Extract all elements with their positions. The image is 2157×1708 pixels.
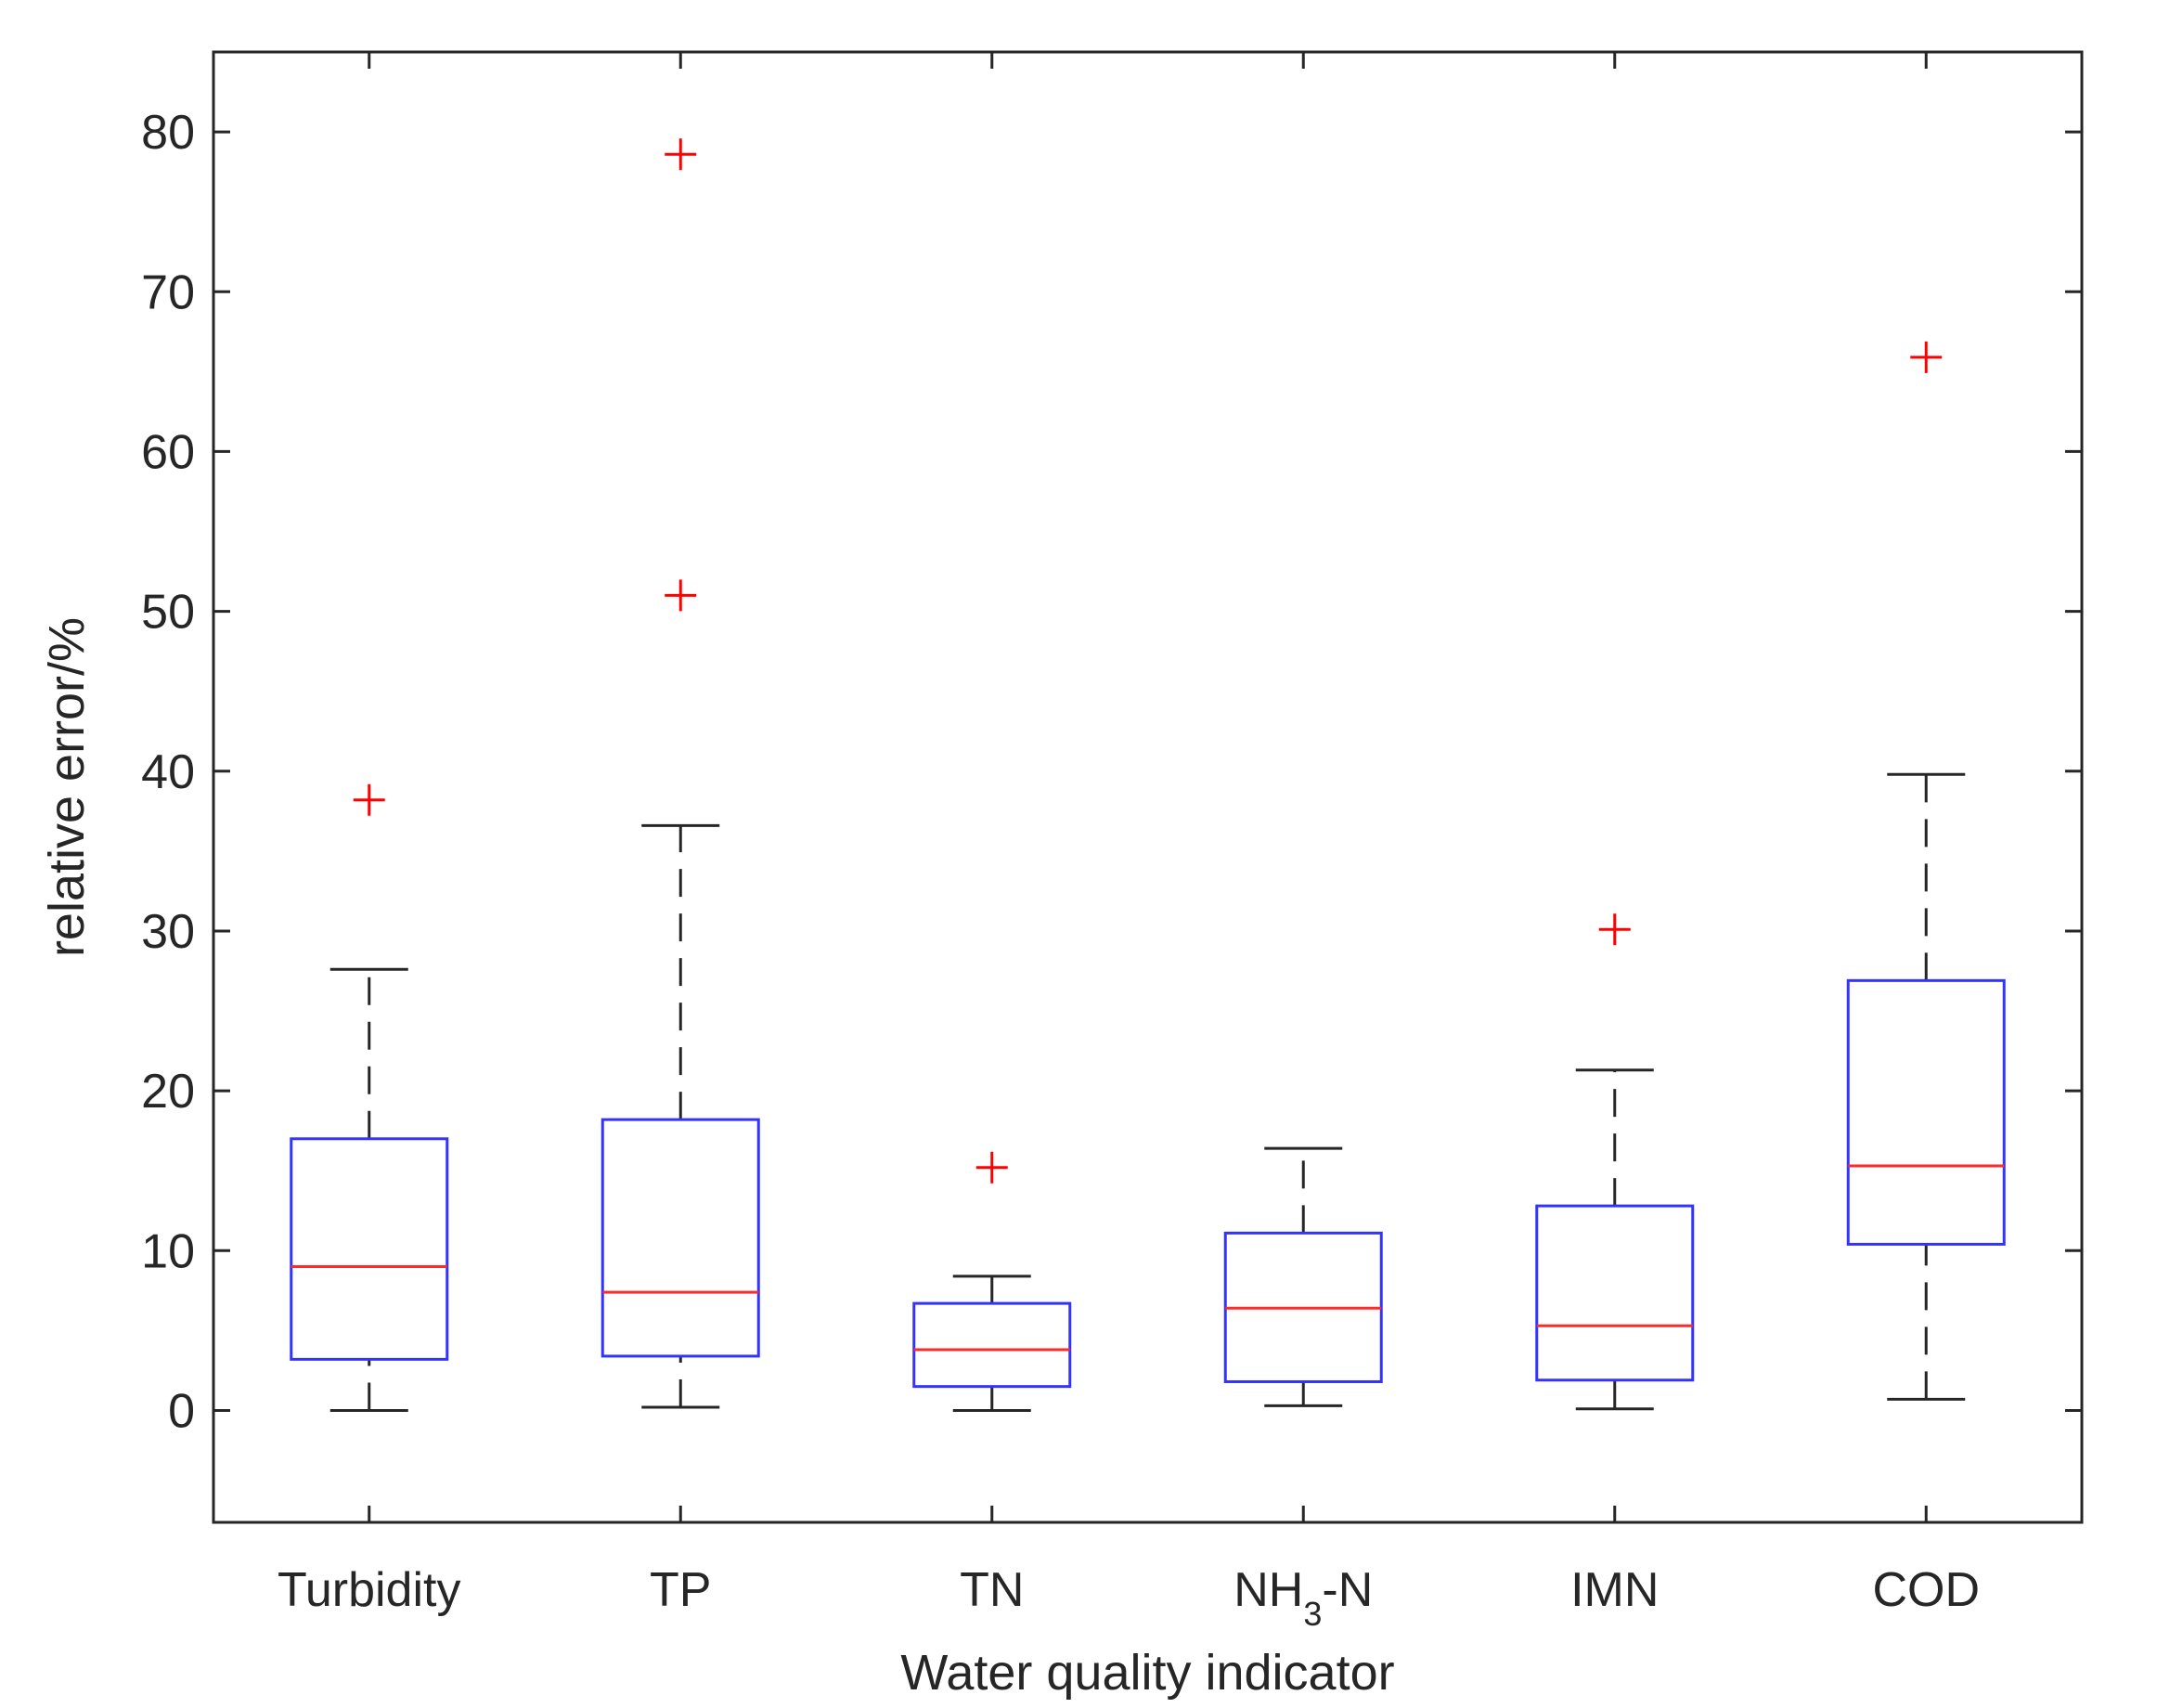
y-tick-label: 60 (141, 425, 195, 479)
x-category-label: TP (650, 1563, 711, 1617)
box-group-imn (1535, 913, 1695, 1411)
y-tick-label: 70 (141, 265, 195, 319)
x-category-label: NH3-N (1233, 1563, 1373, 1633)
outlier-marker (665, 579, 697, 612)
y-tick-label: 10 (141, 1224, 195, 1278)
x-category-label: TN (960, 1563, 1024, 1617)
y-axis-title: relative error/% (39, 617, 95, 957)
box-group-tn (912, 1151, 1072, 1412)
outlier-marker (975, 1151, 1008, 1184)
plot-frame (212, 50, 2084, 1524)
y-tick-label: 20 (141, 1065, 195, 1119)
plot-area (212, 50, 2084, 1524)
y-tick-label: 40 (141, 745, 195, 799)
x-category-label: COD (1872, 1563, 1980, 1617)
iqr-box (290, 1137, 449, 1361)
y-axis: 0 10 20 30 40 50 60 70 80 (141, 106, 2082, 1438)
y-tick-label: 50 (141, 586, 195, 640)
outlier-marker (1598, 913, 1631, 946)
y-tick-label: 0 (168, 1384, 195, 1438)
x-axis: Turbidity TP TN NH3-N IMN COD (278, 52, 1980, 1633)
y-tick-label: 30 (141, 905, 195, 959)
box-group-turbidity (290, 783, 449, 1412)
box-group-tp (601, 138, 760, 1409)
x-category-label: Turbidity (278, 1563, 460, 1617)
box-group-nh-n (1223, 1146, 1383, 1407)
y-tick-label: 80 (141, 106, 195, 160)
outlier-marker (1910, 341, 1943, 373)
box-group-cod (1846, 341, 2006, 1401)
x-category-label: IMN (1570, 1563, 1659, 1617)
iqr-box (1535, 1204, 1695, 1382)
iqr-box (912, 1301, 1072, 1389)
x-axis-title: Water quality indicator (900, 1645, 1394, 1701)
outlier-marker (353, 783, 385, 816)
iqr-box (601, 1118, 760, 1358)
iqr-box (1846, 978, 2006, 1246)
outlier-marker (665, 138, 697, 171)
